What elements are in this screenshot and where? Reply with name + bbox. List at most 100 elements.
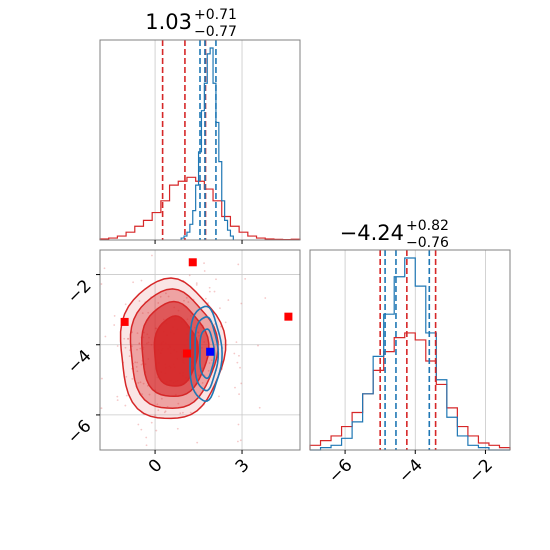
tick-label-h1-x-2: −2 [465,455,497,487]
scatter-point [147,311,150,314]
scatter-point [116,345,119,347]
scatter-point [234,386,236,389]
scatter-point [137,423,140,426]
scatter-point [195,284,198,286]
scatter-point [163,411,166,414]
scatter-point [124,303,127,306]
scatter-point [152,221,154,223]
marker-blue [206,347,215,356]
scatter-point [150,421,153,424]
scatter-point [183,299,185,302]
scatter-point [165,292,167,295]
tick-label-joint-y-2: −6 [64,416,96,448]
scatter-point [164,410,167,413]
scatter-point [138,342,141,345]
scatter-point [125,394,128,397]
hist-p1-red [309,332,511,450]
scatter-point [113,315,116,317]
scatter-point [213,290,216,293]
scatter-point [139,381,142,384]
scatter-point [124,346,127,349]
scatter-point [235,341,238,344]
marker-red-3 [182,349,191,358]
scatter-point [135,365,138,368]
scatter-point [207,370,210,372]
scatter-point [208,362,211,364]
tick-label-h1-x-1: −4 [395,455,427,487]
scatter-point [145,444,148,447]
scatter-point [96,304,98,306]
contour-red-3 [153,315,199,387]
scatter-point [154,414,157,417]
scatter-point [113,324,116,326]
contour-blue-2 [199,328,216,380]
tick-label-joint-x-1: 3 [232,455,254,477]
scatter-point [257,344,259,347]
scatter-point [146,384,149,387]
scatter-point [116,395,119,398]
tick-label-h1-x-0: −6 [325,455,357,487]
scatter-point [244,278,247,280]
scatter-point [201,382,204,384]
scatter-point [100,407,103,410]
scatter-point [145,436,148,439]
joint-panel-content [70,221,320,486]
scatter-point [218,395,220,398]
scatter-point [227,299,230,301]
scatter-point [182,230,184,232]
data-layer [70,40,511,486]
scatter-point [140,428,143,431]
hist-p0-blue [180,47,234,240]
scatter-point [100,283,103,285]
panel-frame-h0 [99,39,301,241]
scatter-point [215,278,217,281]
tick-label-joint-x-0: 0 [145,455,167,477]
scatter-point [318,334,320,336]
scatter-point [181,411,184,414]
scatter-point [237,440,239,443]
scatter-point [167,295,170,298]
scatter-point [208,286,211,289]
title-p0-minus: −0.77 [194,24,237,40]
scatter-point [238,393,240,396]
scatter-point [103,267,106,270]
scatter-point [157,409,160,412]
title-p1-minus: −0.76 [406,235,449,251]
scatter-point [137,382,140,384]
scatter-point [148,393,151,396]
scatter-point [177,402,180,405]
scatter-point [87,335,89,337]
scatter-point [189,411,192,414]
frames-layer [96,39,511,454]
scatter-point [160,397,163,400]
title-p1: −4.24 +0.82−0.76 [340,218,449,251]
scatter-point [176,427,179,430]
scatter-point [138,342,141,345]
title-p1-plus: +0.82 [406,218,449,234]
scatter-point [240,382,243,385]
scatter-point [210,359,213,362]
scatter-point [141,393,143,396]
scatter-point [264,297,267,299]
scatter-point [237,263,240,266]
scatter-point [188,274,191,277]
title-p0: 1.03 +0.71−0.77 [145,7,237,40]
scatter-point [86,376,88,378]
scatter-point [141,312,144,315]
scatter-point [238,354,240,357]
scatter-point [70,484,72,486]
tick-label-joint-y-0: −2 [64,276,96,308]
scatter-point [195,282,198,285]
hist-p0-red [99,176,301,241]
scatter-point [125,375,128,378]
scatter-point [100,377,103,380]
scatter-point [136,370,139,373]
scatter-point [138,300,141,302]
scatter-point [128,355,131,357]
scatter-point [131,377,134,380]
scatter-point [258,406,261,409]
tick-label-joint-y-1: −4 [64,346,96,378]
scatter-point [179,412,182,415]
scatter-point [132,281,135,284]
